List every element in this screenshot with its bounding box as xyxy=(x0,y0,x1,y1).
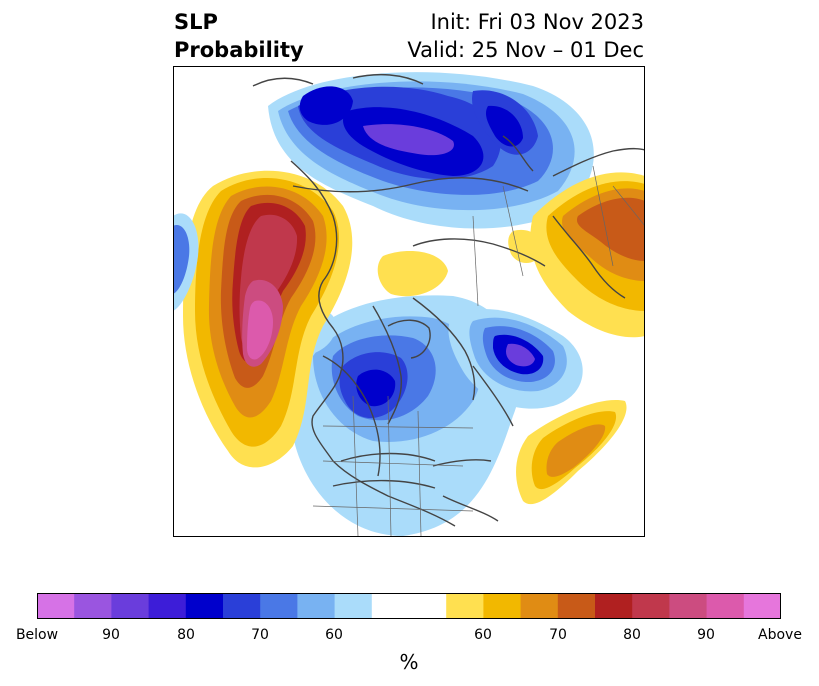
colorbar-segment xyxy=(669,593,708,619)
tick-label-below-60: 60 xyxy=(325,627,343,643)
colorbar-segment xyxy=(334,593,373,619)
colorbar-border xyxy=(37,593,781,619)
colorbar-segment xyxy=(111,593,150,619)
above-normal-patch-arctic xyxy=(377,251,448,297)
colorbar-segment xyxy=(409,593,447,619)
above-normal-region-europe xyxy=(530,172,645,338)
colorbar-segment xyxy=(37,593,75,619)
colorbar-segment xyxy=(260,593,298,619)
colorbar-segment xyxy=(297,593,336,619)
tick-label-above-90: 90 xyxy=(697,627,715,643)
probability-map xyxy=(173,66,645,537)
coastlines xyxy=(252,73,645,527)
map-border xyxy=(173,66,645,537)
tick-label-above-80: 80 xyxy=(623,627,641,643)
colorbar-unit: % xyxy=(399,650,419,674)
colorbar-segment xyxy=(185,593,224,619)
map-dates: Init: Fri 03 Nov 2023 Valid: 25 Nov – 01… xyxy=(407,8,644,64)
colorbar-segment xyxy=(557,593,596,619)
colorbar-segment xyxy=(743,593,782,619)
title-subtitle: Probability xyxy=(174,38,304,62)
tick-label-above-60: 60 xyxy=(474,627,492,643)
valid-range: Valid: 25 Nov – 01 Dec xyxy=(407,38,644,62)
init-date: Init: Fri 03 Nov 2023 xyxy=(430,10,644,34)
colorbar-segment xyxy=(483,593,522,619)
colorbar xyxy=(37,593,782,619)
tick-label-below: Below xyxy=(15,627,59,643)
tick-label-above-70: 70 xyxy=(549,627,567,643)
colorbar-segment xyxy=(706,593,745,619)
below-normal-region-north-america xyxy=(253,295,583,536)
above-normal-region-atlantic xyxy=(516,400,627,505)
tick-label-below-70: 70 xyxy=(251,627,269,643)
colorbar-segment xyxy=(371,593,410,619)
map-svg xyxy=(173,66,645,537)
colorbar-segment xyxy=(148,593,187,619)
colorbar-segment xyxy=(520,593,559,619)
tick-label-above: Above xyxy=(758,627,802,643)
title-variable: SLP xyxy=(174,10,218,34)
tick-label-below-90: 90 xyxy=(102,627,120,643)
colorbar-segment xyxy=(595,593,633,619)
political-borders xyxy=(312,165,645,537)
colorbar-segment xyxy=(74,593,112,619)
below-normal-region-arctic xyxy=(268,72,594,229)
colorbar-segment xyxy=(223,593,261,619)
colorbar-tick-labels: Below 90 80 70 60 60 70 80 90 Above xyxy=(0,627,819,647)
tick-label-below-80: 80 xyxy=(177,627,195,643)
map-title: SLP Probability xyxy=(174,8,304,64)
colorbar-segment xyxy=(446,593,484,619)
above-normal-region-pacific xyxy=(183,170,353,468)
colorbar-svg xyxy=(37,593,782,619)
colorbar-segment xyxy=(632,593,670,619)
